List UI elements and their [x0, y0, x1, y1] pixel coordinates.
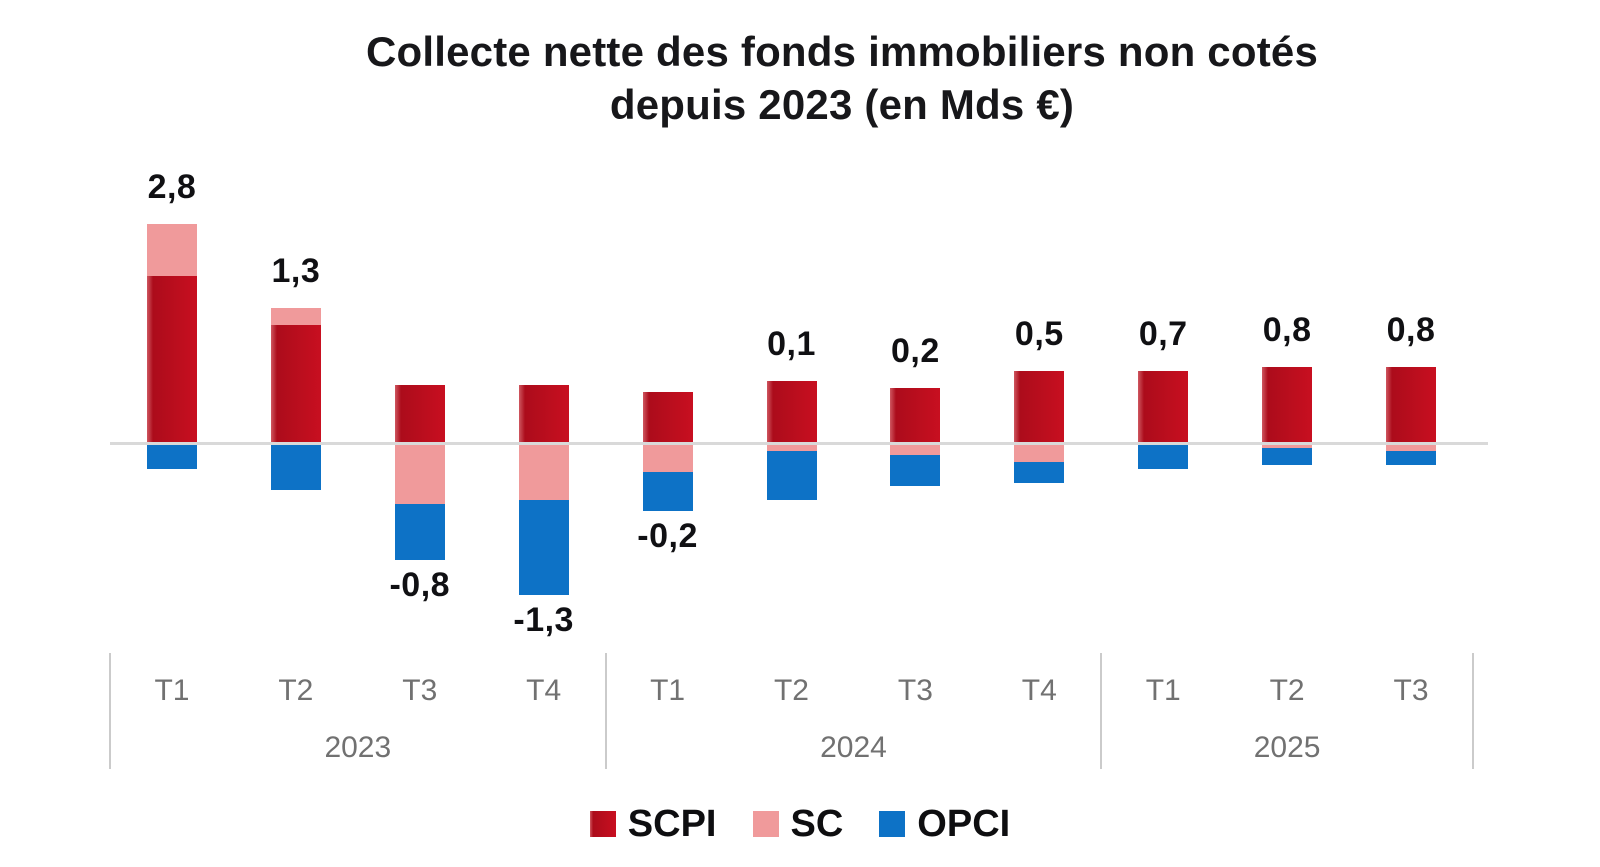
legend-item-scpi: SCPI: [589, 803, 717, 845]
bar-segment-sc: [518, 444, 569, 500]
bar-segment-scpi: [1262, 367, 1313, 444]
legend-label-sc: SC: [790, 803, 844, 845]
bar-segment-sc: [146, 223, 197, 276]
bar-segment-opci: [518, 500, 569, 595]
quarter-label: T4: [526, 674, 562, 707]
bar-segment-opci: [1386, 451, 1437, 465]
legend-swatch-opci-icon: [879, 811, 906, 837]
bar-segment-sc: [890, 444, 941, 455]
quarter-label: T1: [154, 674, 190, 707]
year-label: 2024: [820, 731, 887, 764]
quarter-label: T2: [278, 674, 314, 707]
quarter-label: T3: [1393, 674, 1429, 707]
net-value-label: 0,8: [1386, 311, 1436, 349]
net-value-label: -1,3: [513, 600, 574, 639]
year-group-divider-line: [1472, 653, 1474, 769]
legend: SCPI SC OPCI: [0, 805, 1600, 843]
bar-segment-opci: [146, 444, 197, 469]
legend-swatch-sc-icon: [752, 811, 779, 837]
quarter-label: T4: [1021, 674, 1057, 707]
bar-segment-sc: [766, 444, 817, 451]
net-value-label: -0,2: [637, 516, 698, 555]
bar-segment-scpi: [270, 325, 321, 444]
net-value-label: 0,1: [767, 325, 816, 363]
bar-segment-scpi: [1386, 367, 1437, 444]
year-group-divider-line: [109, 653, 111, 769]
bar-segment-scpi: [1138, 370, 1189, 444]
bar-segment-scpi: [394, 384, 445, 444]
bar-segment-opci: [890, 454, 941, 486]
bar-segment-sc: [270, 307, 321, 325]
quarter-label: T1: [650, 674, 686, 707]
zero-axis-line: [110, 442, 1488, 445]
bar-segment-opci: [1262, 447, 1313, 465]
quarter-label: T2: [773, 674, 809, 707]
net-value-label: 0,8: [1262, 311, 1312, 349]
bar-segment-scpi: [146, 276, 197, 444]
legend-label-scpi: SCPI: [627, 803, 717, 845]
bar-segment-scpi: [518, 384, 569, 444]
quarter-label: T1: [1145, 674, 1181, 707]
bar-segment-opci: [1014, 461, 1065, 483]
chart-title: Collecte nette des fonds immobiliers non…: [366, 26, 1318, 132]
quarter-label: T2: [1269, 674, 1305, 707]
year-label: 2025: [1253, 731, 1321, 764]
legend-item-opci: OPCI: [879, 805, 1010, 843]
legend-swatch-scpi-icon: [589, 811, 616, 837]
net-value-label: 0,5: [1014, 314, 1064, 353]
net-value-label: 2,8: [147, 167, 197, 206]
legend-label-opci: OPCI: [917, 803, 1011, 845]
bar-segment-sc: [1014, 444, 1065, 462]
net-value-label: -0,8: [389, 565, 451, 604]
bar-segment-sc: [1262, 444, 1313, 448]
chart-title-line2: depuis 2023 (en Mds €): [609, 80, 1075, 128]
bar-segment-sc: [394, 444, 445, 504]
chart-title-line1: Collecte nette des fonds immobiliers non…: [365, 28, 1319, 75]
bar-segment-scpi: [766, 381, 817, 444]
bar-segment-opci: [766, 451, 817, 500]
year-label: 2023: [324, 731, 392, 764]
year-group-divider-line: [604, 653, 607, 769]
year-group-divider-line: [1100, 653, 1103, 769]
bar-segment-sc: [1386, 444, 1437, 451]
net-value-label: 0,7: [1138, 314, 1188, 353]
bar-segment-opci: [394, 503, 445, 560]
net-value-label: 0,2: [891, 332, 940, 370]
bar-segment-scpi: [890, 388, 941, 444]
bar-segment-sc: [642, 444, 693, 472]
bar-segment-scpi: [642, 391, 693, 444]
quarter-label: T3: [897, 674, 933, 707]
bar-segment-opci: [1138, 444, 1189, 469]
bar-segment-scpi: [1014, 370, 1065, 444]
net-value-label: 1,3: [271, 251, 321, 290]
bar-segment-opci: [270, 444, 321, 490]
bar-segment-opci: [642, 472, 693, 511]
legend-item-sc: SC: [752, 803, 844, 845]
quarter-label: T3: [402, 674, 438, 707]
